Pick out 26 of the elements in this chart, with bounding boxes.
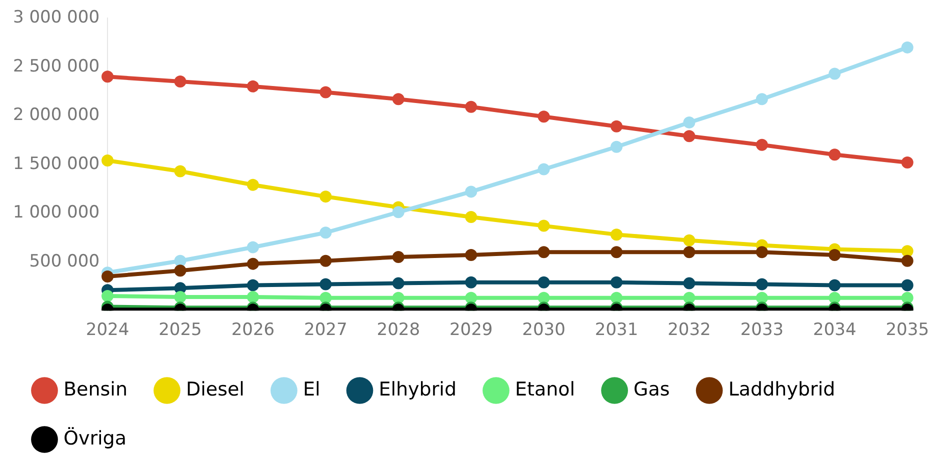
x-tick-label: 2030 [522,320,566,340]
x-tick-label: 2035 [886,320,929,340]
x-tick-label: 2033 [740,320,784,340]
x-tick-label: 2025 [158,320,202,340]
x-tick-label: 2031 [594,320,638,340]
legend-label: El [302,378,320,400]
legend-label: Etanol [515,378,576,400]
y-tick-label: 2 500 000 [12,56,100,76]
legend-label: Bensin [64,378,128,400]
y-tick-label: 3 000 000 [12,8,100,28]
y-tick-label: 1 000 000 [12,202,100,223]
x-tick-label: 2027 [304,320,348,340]
x-tick-label: 2024 [86,320,130,340]
x-tick-label: 2034 [813,320,856,340]
legend-label: Diesel [186,378,244,400]
legend-label: Laddhybrid [728,378,836,400]
y-tick-label: 1 500 000 [12,154,100,174]
y-tick-label: 500 000 [29,251,100,272]
x-tick-label: 2032 [668,320,711,340]
legend-label: Övriga [64,426,126,450]
x-tick-label: 2026 [231,320,275,340]
legend-label: Elhybrid [378,378,457,400]
y-tick-label: 2 000 000 [12,105,100,126]
x-tick-label: 2028 [376,320,420,340]
x-tick-label: 2029 [449,320,493,340]
legend-label: Gas [634,378,670,400]
